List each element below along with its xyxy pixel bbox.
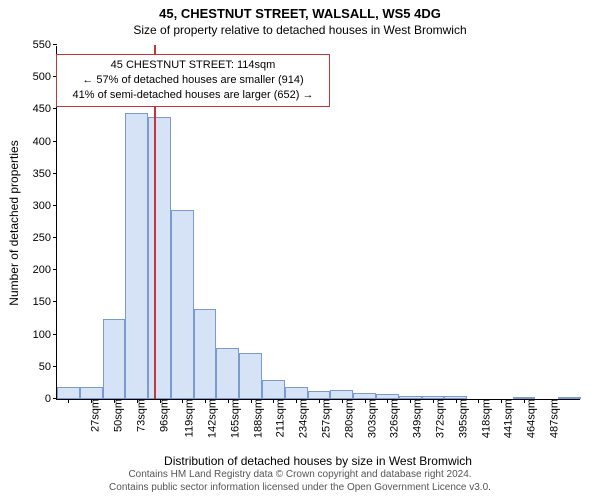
y-tick-label: 0 (45, 393, 57, 405)
x-tick-mark (296, 399, 297, 403)
x-tick-mark (91, 399, 92, 403)
y-tick-label: 50 (39, 361, 57, 373)
y-tick-mark (53, 141, 57, 142)
x-tick-mark (182, 399, 183, 403)
x-tick-label: 234sqm (292, 399, 310, 438)
x-tick-mark (387, 399, 388, 403)
y-tick-mark (53, 205, 57, 206)
annotation-line: ← 57% of detached houses are smaller (91… (63, 73, 323, 88)
x-tick-label: 96sqm (152, 399, 170, 432)
histogram-bar (148, 117, 171, 399)
x-tick-mark (160, 399, 161, 403)
x-tick-label: 372sqm (429, 399, 447, 438)
x-tick-label: 188sqm (246, 399, 264, 438)
histogram-bar (285, 387, 308, 399)
x-tick-mark (410, 399, 411, 403)
y-tick-label: 350 (33, 168, 57, 180)
y-tick-label: 400 (33, 136, 57, 148)
y-tick-mark (53, 237, 57, 238)
x-tick-label: 73sqm (129, 399, 147, 432)
x-tick-mark (433, 399, 434, 403)
x-tick-label: 464sqm (520, 399, 538, 438)
x-tick-label: 326sqm (383, 399, 401, 438)
histogram-bar (125, 113, 148, 399)
histogram-bar (57, 387, 80, 399)
x-tick-mark (342, 399, 343, 403)
x-tick-label: 280sqm (338, 399, 356, 438)
y-tick-label: 100 (33, 329, 57, 341)
x-tick-mark (68, 399, 69, 403)
y-tick-mark (53, 301, 57, 302)
x-tick-label: 119sqm (178, 399, 196, 437)
x-tick-mark (319, 399, 320, 403)
histogram-bar (171, 210, 194, 399)
footer-line-1: Contains HM Land Registry data © Crown c… (0, 468, 600, 481)
y-tick-label: 500 (33, 71, 57, 83)
x-tick-label: 418sqm (474, 399, 492, 438)
footer-line-2: Contains public sector information licen… (0, 481, 600, 494)
y-axis-label: Number of detached properties (7, 140, 21, 305)
x-tick-mark (273, 399, 274, 403)
histogram-bar (239, 353, 262, 399)
x-tick-mark (365, 399, 366, 403)
chart-container: 45, CHESTNUT STREET, WALSALL, WS5 4DG Si… (0, 0, 600, 500)
histogram-bar (558, 397, 581, 399)
annotation-line: 41% of semi-detached houses are larger (… (63, 88, 323, 103)
x-tick-label: 303sqm (360, 399, 378, 438)
footer-attribution: Contains HM Land Registry data © Crown c… (0, 468, 600, 494)
histogram-bar (216, 348, 239, 399)
y-tick-mark (53, 173, 57, 174)
y-tick-label: 250 (33, 232, 57, 244)
x-tick-label: 50sqm (107, 399, 125, 432)
x-tick-label: 257sqm (315, 399, 333, 438)
histogram-bar (262, 380, 285, 399)
y-tick-mark (53, 108, 57, 109)
y-tick-label: 200 (33, 264, 57, 276)
y-tick-label: 150 (33, 296, 57, 308)
x-tick-mark (114, 399, 115, 403)
x-tick-mark (478, 399, 479, 403)
x-tick-mark (205, 399, 206, 403)
histogram-bar (80, 387, 103, 399)
histogram-bar (103, 319, 126, 399)
histogram-bar (308, 391, 331, 399)
histogram-bar (330, 390, 353, 399)
x-tick-mark (251, 399, 252, 403)
x-axis-label: Distribution of detached houses by size … (56, 454, 580, 468)
y-tick-mark (53, 269, 57, 270)
x-tick-mark (501, 399, 502, 403)
x-tick-label: 165sqm (224, 399, 242, 438)
chart-title-sub: Size of property relative to detached ho… (0, 21, 600, 37)
y-tick-mark (53, 366, 57, 367)
x-tick-label: 27sqm (84, 399, 102, 432)
x-tick-mark (228, 399, 229, 403)
y-tick-label: 300 (33, 200, 57, 212)
x-tick-label: 211sqm (269, 399, 287, 437)
y-tick-label: 550 (33, 39, 57, 51)
y-tick-label: 450 (33, 103, 57, 115)
histogram-bar (194, 309, 217, 399)
x-tick-label: 349sqm (406, 399, 424, 438)
x-tick-label: 487sqm (543, 399, 561, 438)
x-tick-mark (137, 399, 138, 403)
chart-title-main: 45, CHESTNUT STREET, WALSALL, WS5 4DG (0, 0, 600, 21)
x-tick-mark (524, 399, 525, 403)
x-tick-mark (456, 399, 457, 403)
x-tick-label: 395sqm (451, 399, 469, 438)
y-tick-mark (53, 44, 57, 45)
y-tick-mark (53, 334, 57, 335)
annotation-box: 45 CHESTNUT STREET: 114sqm← 57% of detac… (56, 54, 330, 107)
x-tick-label: 142sqm (201, 399, 219, 438)
x-tick-label: 441sqm (497, 399, 515, 438)
annotation-line: 45 CHESTNUT STREET: 114sqm (63, 58, 323, 73)
